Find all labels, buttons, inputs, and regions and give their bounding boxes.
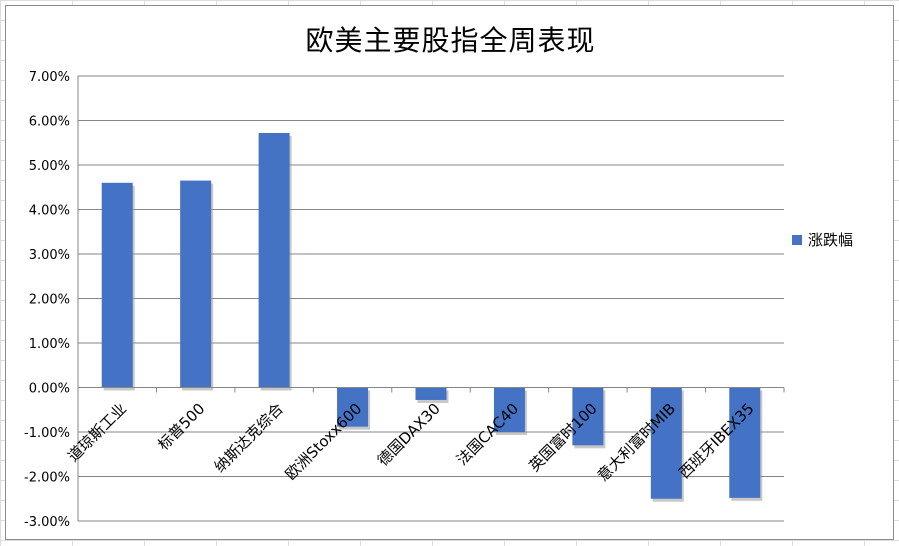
y-tick-label: 0.00% bbox=[29, 382, 70, 397]
x-category-label: 欧洲Stoxx600 bbox=[282, 400, 366, 484]
y-tick-label: -3.00% bbox=[24, 515, 70, 530]
bar bbox=[572, 387, 604, 446]
chart-title: 欧美主要股指全周表现 bbox=[305, 24, 596, 57]
x-category-label: 标普500 bbox=[154, 400, 208, 454]
x-category-label: 纳斯达克综合 bbox=[211, 400, 287, 476]
legend: 涨跌幅 bbox=[792, 229, 853, 250]
bar bbox=[180, 180, 212, 388]
legend-swatch bbox=[792, 234, 802, 245]
y-tick-label: 7.00% bbox=[29, 70, 70, 85]
chart-area[interactable]: 欧美主要股指全周表现 7.00% 6.00% 5.00% 4.00% 3.00% 2.00… bbox=[5, 5, 894, 540]
bar bbox=[493, 387, 525, 432]
y-tick-label: -2.00% bbox=[24, 471, 70, 486]
bar bbox=[650, 387, 682, 499]
bar bbox=[337, 387, 369, 427]
y-tick-label: 3.00% bbox=[29, 248, 70, 263]
x-category-label: 德国DAX30 bbox=[374, 400, 444, 470]
y-tick-label: 2.00% bbox=[29, 293, 70, 308]
y-tick-label: 4.00% bbox=[29, 204, 70, 219]
bar-chart: 7.00% 6.00% 5.00% 4.00% 3.00% 2.00% 1.00% 0.00%… bbox=[24, 70, 785, 530]
bar bbox=[258, 132, 290, 388]
y-tick-label: -1.00% bbox=[24, 426, 70, 441]
legend-label: 涨跌幅 bbox=[808, 231, 854, 249]
bar bbox=[415, 387, 447, 400]
y-tick-label: 6.00% bbox=[29, 115, 70, 130]
y-tick-label: 1.00% bbox=[29, 337, 70, 352]
bar bbox=[101, 182, 133, 388]
bar bbox=[729, 387, 761, 498]
y-tick-label: 5.00% bbox=[29, 159, 70, 174]
